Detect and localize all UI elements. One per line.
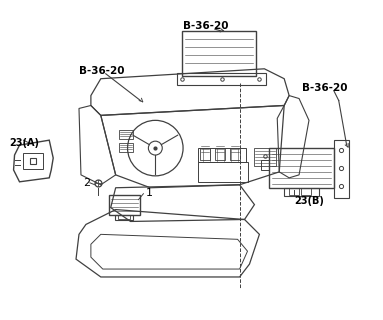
Bar [334, 140, 349, 198]
Text: 2: 2 [83, 178, 90, 188]
Bar [269, 148, 334, 188]
Text: B-36-20: B-36-20 [183, 21, 229, 31]
Text: 23(B): 23(B) [294, 196, 324, 206]
Bar [215, 148, 225, 160]
Bar [23, 153, 43, 169]
Text: 23(A): 23(A) [10, 138, 39, 148]
Bar [118, 214, 129, 220]
Bar [198, 148, 246, 162]
Bar [177, 73, 266, 85]
Bar [289, 188, 299, 195]
Bar [119, 143, 133, 152]
Bar [109, 195, 141, 214]
Text: 1: 1 [146, 188, 152, 198]
Bar [115, 214, 133, 220]
Text: B-36-20: B-36-20 [302, 83, 347, 93]
Bar [198, 162, 247, 182]
Bar [119, 130, 133, 139]
Text: B-36-20: B-36-20 [79, 66, 124, 76]
Bar [261, 160, 269, 170]
Bar [301, 188, 311, 195]
Bar [254, 148, 276, 166]
Bar [200, 148, 210, 160]
Bar [182, 31, 257, 76]
Bar [284, 188, 319, 196]
Bar [230, 148, 240, 160]
